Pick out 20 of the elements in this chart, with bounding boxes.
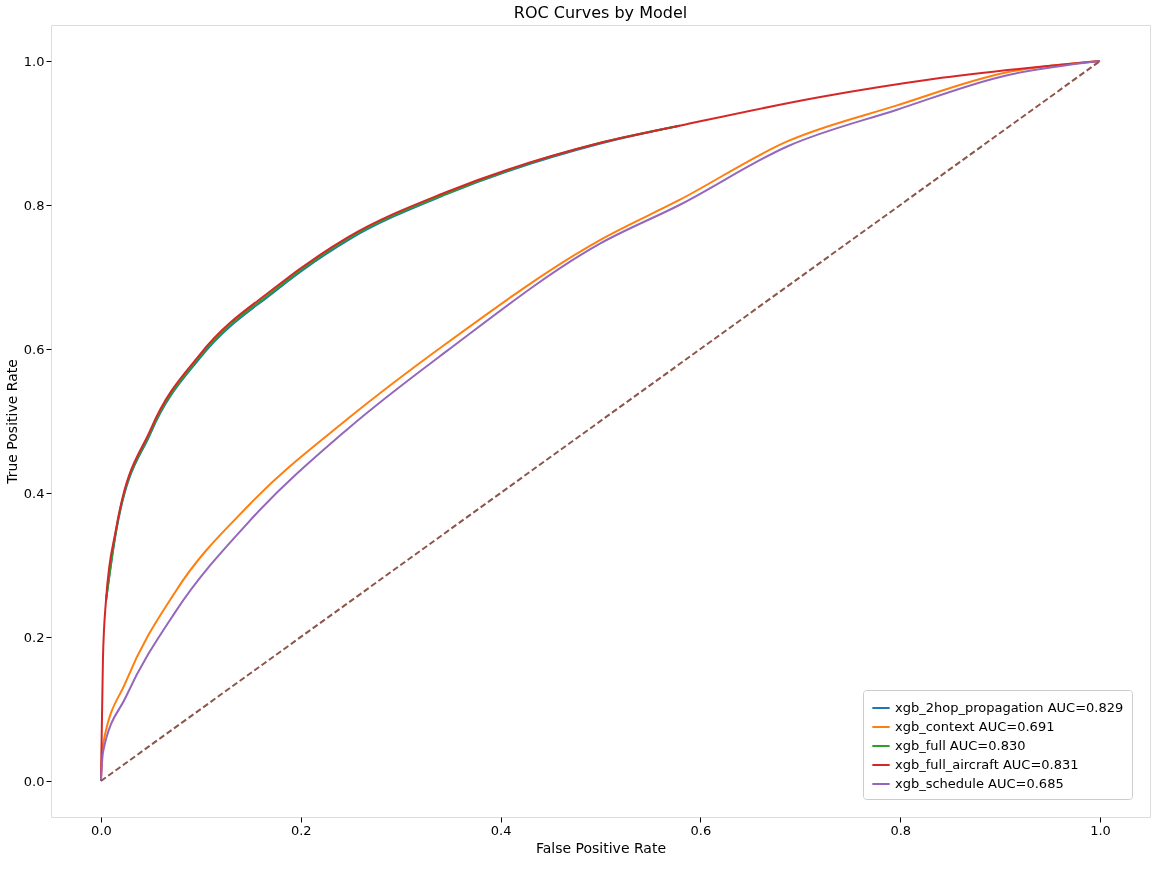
x-tick-label: 1.0 bbox=[1090, 822, 1111, 838]
x-tick-label: 0.8 bbox=[890, 822, 912, 838]
chart-title: ROC Curves by Model bbox=[513, 3, 688, 22]
legend-label: xgb_schedule AUC=0.685 bbox=[895, 776, 1064, 791]
legend-label: xgb_full AUC=0.830 bbox=[895, 738, 1026, 753]
x-tick-label: 0.2 bbox=[290, 822, 312, 838]
y-tick-label: 0.8 bbox=[23, 197, 45, 213]
y-tick-label: 0.4 bbox=[23, 485, 45, 501]
y-tick-label: 0.0 bbox=[23, 773, 45, 789]
y-axis-title: True Positive Rate bbox=[3, 359, 20, 485]
x-tick-label: 0.4 bbox=[490, 822, 512, 838]
x-axis-title: False Positive Rate bbox=[535, 839, 667, 856]
x-tick-label: 0.0 bbox=[91, 822, 112, 838]
y-tick-label: 1.0 bbox=[23, 53, 45, 69]
legend-label: xgb_full_aircraft AUC=0.831 bbox=[895, 757, 1079, 772]
x-tick-label: 0.6 bbox=[690, 822, 712, 838]
legend-label: xgb_2hop_propagation AUC=0.829 bbox=[895, 700, 1124, 715]
y-tick-label: 0.6 bbox=[23, 341, 45, 357]
legend-label: xgb_context AUC=0.691 bbox=[895, 719, 1055, 734]
y-tick-label: 0.2 bbox=[23, 629, 45, 645]
